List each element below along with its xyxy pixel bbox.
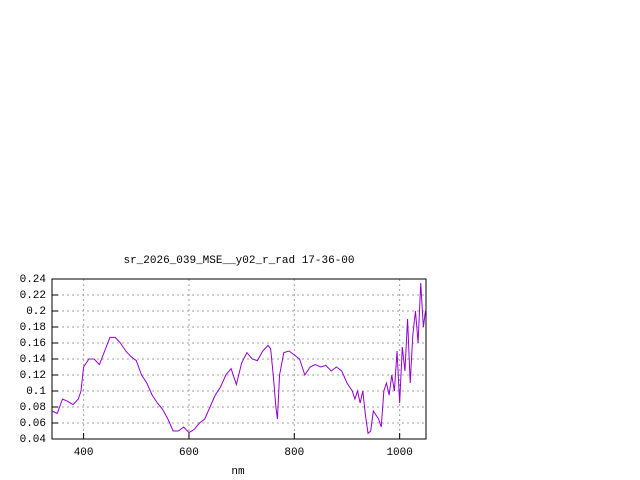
x-tick-label: 800 [284,447,304,459]
chart-title: sr_2026_039_MSE__y02_r_rad 17-36-00 [123,255,354,267]
y-tick-label: 0.1 [26,386,46,398]
data-line [51,282,426,435]
x-tick-label: 600 [179,447,199,459]
plot-frame [51,278,427,440]
x-tick-label: 400 [74,447,94,459]
y-tick-label: 0.04 [20,434,47,446]
y-tick-label: 0.2 [26,306,46,318]
y-tick-label: 0.12 [20,370,46,382]
y-tick-label: 0.14 [20,354,47,366]
y-tick-label: 0.18 [20,322,46,334]
y-tick-label: 0.06 [20,418,46,430]
x-axis-label: nm [231,466,245,478]
y-tick-label: 0.16 [20,338,46,350]
y-tick-label: 0.22 [20,290,46,302]
x-tick-label: 1000 [386,447,412,459]
y-tick-label: 0.24 [20,274,47,286]
y-tick-label: 0.08 [20,402,46,414]
